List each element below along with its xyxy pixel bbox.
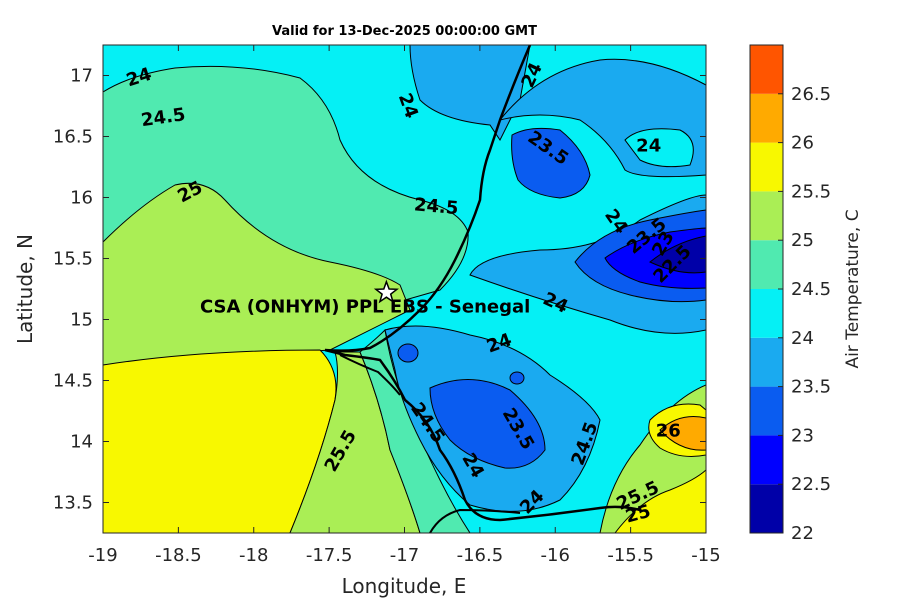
site-star-icon[interactable] [373, 279, 399, 304]
x-tick-label: -15 [691, 545, 720, 566]
contour-label: 26 [656, 421, 681, 442]
colorbar-tick-label: 22.5 [791, 474, 831, 495]
plot-title: Valid for 13-Dec-2025 00:00:00 GMT [272, 24, 537, 39]
x-tick-label: -17.5 [306, 545, 353, 566]
colorbar-swatch [750, 142, 783, 192]
coastline [324, 45, 641, 522]
y-tick-label: 16.5 [53, 127, 93, 148]
band-23-south-blob [429, 379, 546, 469]
contour-label: 24 [636, 135, 661, 156]
band-25-5-southeast [614, 469, 706, 533]
colorbar-swatch [750, 435, 783, 485]
contour-map-area [103, 45, 706, 533]
site-label: CSA (ONHYM) PPL EBS - Senegal [200, 297, 530, 318]
colorbar-label: Air Temperature, C [843, 209, 863, 368]
colorbar-tick-label: 24 [791, 328, 814, 349]
band-23-tiny-blob [509, 371, 525, 385]
x-axis: -19 -18.5 -18 -17.5 -17 -16.5 -16 -15.5 -15 [88, 45, 721, 566]
band-23-5-north [103, 45, 531, 141]
x-tick-label: -15.5 [607, 545, 654, 566]
x-axis-label: Longitude, E [342, 574, 467, 598]
y-tick-label: 14 [70, 432, 93, 453]
x-tick-label: -18.5 [155, 545, 202, 566]
y-axis: 13.5 14 14.5 15 15.5 16 16.5 17 [53, 66, 706, 514]
x-tick-label: -16 [541, 545, 570, 566]
colorbar-swatch [750, 484, 783, 533]
colorbar-swatch [750, 337, 783, 387]
band-26 [659, 416, 706, 451]
y-tick-label: 14.5 [53, 371, 93, 392]
border-line [339, 354, 401, 396]
y-tick-label: 13.5 [53, 493, 93, 514]
colorbar-tick-label: 23 [791, 425, 814, 446]
y-tick-label: 15.5 [53, 249, 93, 270]
contour-label: 24.5 [413, 194, 459, 219]
colorbar-swatch [750, 240, 783, 289]
y-tick-label: 15 [70, 310, 93, 331]
colorbar-tick-label: 22 [791, 523, 814, 544]
colorbar-swatch [750, 45, 783, 94]
colorbar-tick-label: 25.5 [791, 181, 831, 202]
x-tick-label: -19 [88, 545, 117, 566]
colorbar-tick-label: 23.5 [791, 377, 831, 398]
site-marker-group: CSA (ONHYM) PPL EBS - Senegal [200, 279, 530, 318]
band-23-small-blob [397, 343, 419, 363]
y-axis-label: Latitude, N [13, 234, 37, 344]
y-tick-label: 16 [70, 188, 93, 209]
band-25-west [103, 182, 411, 366]
band-22 [649, 235, 706, 274]
x-tick-label: -18 [239, 545, 268, 566]
border-gambia [429, 508, 521, 533]
colorbar-tick-label: 24.5 [791, 279, 831, 300]
colorbar-swatch [750, 289, 783, 338]
colorbar-swatch [750, 191, 783, 241]
colorbar: 22 22.5 23 23.5 24 24.5 25 25.5 26 26.5 [749, 44, 831, 544]
colorbar-swatch [750, 386, 783, 436]
x-tick-label: -16.5 [457, 545, 504, 566]
colorbar-tick-label: 26 [791, 133, 814, 154]
colorbar-swatch [750, 93, 783, 143]
band-24-patch-ne [624, 128, 694, 168]
colorbar-tick-label: 26.5 [791, 84, 831, 105]
y-tick-label: 17 [70, 66, 93, 87]
band-23-ne-blob [511, 127, 591, 199]
colorbar-tick-label: 25 [791, 230, 814, 251]
x-tick-label: -17 [390, 545, 419, 566]
